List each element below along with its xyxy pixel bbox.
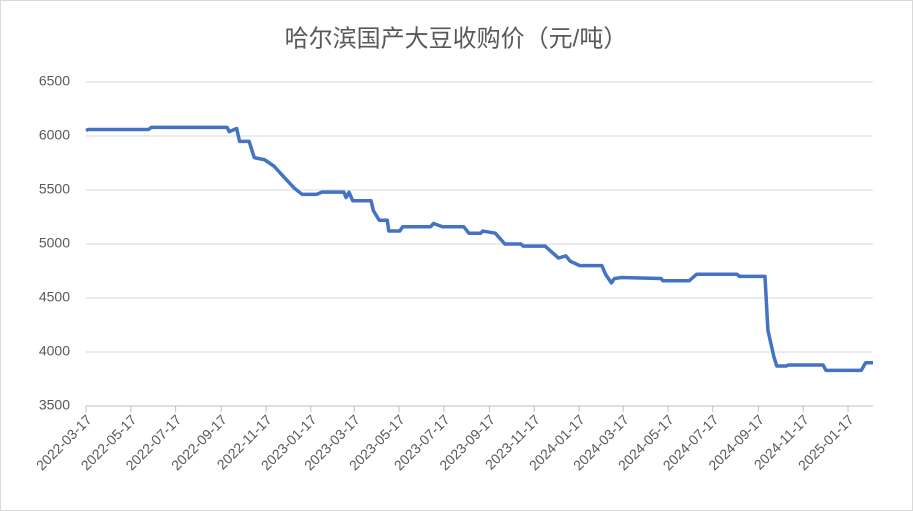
y-tick-label: 6000 xyxy=(39,127,70,143)
y-tick-label: 5000 xyxy=(39,235,70,251)
line-series xyxy=(85,125,873,373)
y-tick-label: 4000 xyxy=(39,343,70,359)
chart-title: 哈尔滨国产大豆收购价（元/吨） xyxy=(285,25,628,52)
y-tick-label: 3500 xyxy=(39,397,70,413)
y-tick-label: 6500 xyxy=(39,73,70,89)
y-tick-label: 4500 xyxy=(39,289,70,305)
y-tick-label: 5500 xyxy=(39,181,70,197)
